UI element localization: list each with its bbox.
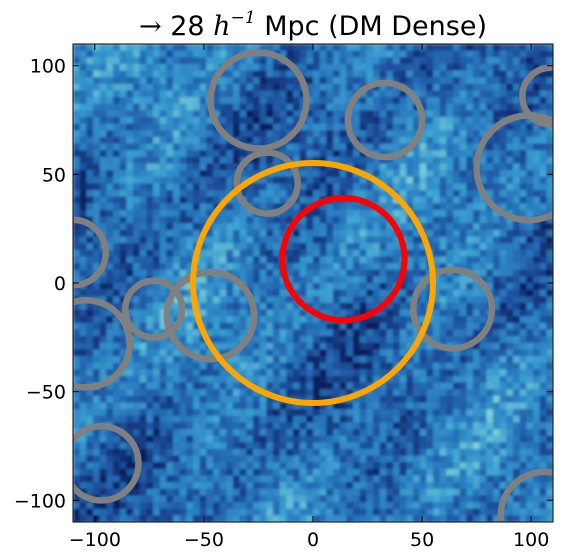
- x-tick-label: 100: [513, 529, 549, 551]
- neighbor-circle: [163, 268, 258, 363]
- y-tick-label: −100: [14, 490, 66, 512]
- neighbor-circle: [473, 112, 553, 224]
- title-rest: Mpc (DM Dense): [264, 11, 487, 42]
- neighbor-circle: [410, 266, 496, 352]
- neighbor-circle: [233, 149, 301, 217]
- title-arrow: →: [138, 11, 162, 42]
- y-tick-label: −50: [26, 382, 66, 404]
- title-value: 28: [170, 11, 205, 42]
- y-tick-label: 0: [54, 273, 66, 295]
- neighbor-circle: [207, 49, 310, 152]
- x-tick-label: −50: [184, 529, 224, 551]
- neighbor-circle: [497, 468, 553, 522]
- highlight-circle: [279, 195, 408, 324]
- x-tick-label: 0: [307, 529, 319, 551]
- title-h: h: [213, 11, 231, 42]
- neighbor-circle: [344, 79, 426, 161]
- y-tick-label: 50: [42, 164, 66, 186]
- x-tick-label: 50: [410, 529, 434, 551]
- x-tick-label: −100: [69, 529, 121, 551]
- neighbor-circle: [73, 216, 109, 289]
- neighbor-circle: [73, 296, 133, 391]
- y-tick-label: 100: [30, 56, 66, 78]
- neighbor-circle: [519, 64, 553, 128]
- title-exponent: −1: [230, 8, 256, 28]
- target-circle: [190, 160, 436, 406]
- axis-ticks: −100 −50 0 50 100 −100 −50 0 50 100: [14, 44, 553, 551]
- neighbor-circle: [122, 277, 186, 341]
- overlay-circles: [73, 49, 553, 522]
- neighbor-circle: [73, 422, 142, 504]
- chart-title: → 28 h−1 Mpc (DM Dense): [73, 8, 553, 42]
